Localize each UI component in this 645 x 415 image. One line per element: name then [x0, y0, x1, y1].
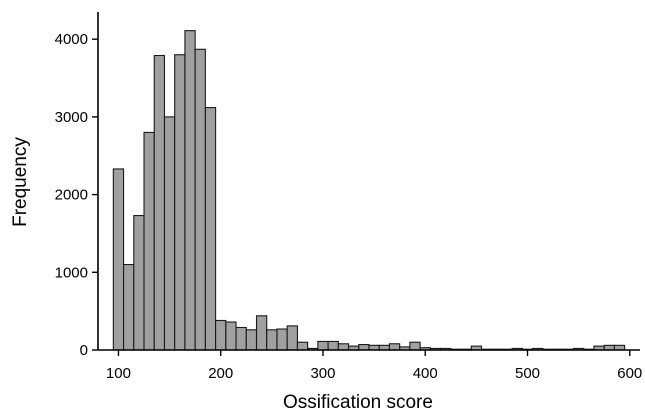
x-tick-label: 100 [106, 365, 131, 382]
histogram-bar [215, 319, 227, 351]
histogram-bar [296, 341, 309, 351]
histogram-bar [327, 340, 339, 351]
histogram-bar [133, 215, 145, 351]
histogram-bar [276, 328, 288, 351]
histogram-bar [235, 326, 247, 351]
y-tick-label: 0 [80, 342, 88, 359]
histogram-bar [225, 321, 237, 351]
histogram-bar [358, 344, 370, 351]
y-tick-label: 4000 [55, 31, 88, 48]
histogram-bar [194, 48, 206, 351]
y-tick-label: 3000 [55, 109, 88, 126]
histogram-bar [409, 341, 421, 351]
histogram-bar [184, 30, 196, 351]
histogram-bar [153, 54, 166, 351]
histogram-bar [163, 116, 176, 351]
histogram-bar [286, 325, 298, 351]
bars-layer [112, 30, 626, 351]
histogram-bar [112, 168, 125, 351]
histogram-bar [245, 329, 258, 351]
histogram-bar [317, 340, 329, 351]
histogram-bar [143, 131, 155, 351]
y-ticks: 0 1000 2000 3000 4000 [55, 31, 98, 359]
x-axis-title: Ossification score [283, 392, 433, 413]
x-tick-label: 500 [515, 365, 540, 382]
y-tick-label: 1000 [55, 264, 88, 281]
histogram-bar [266, 329, 278, 351]
histogram-bar [174, 54, 186, 351]
y-axis-title: Frequency [10, 137, 31, 227]
x-ticks: 100 200 300 400 500 600 [106, 350, 642, 382]
histogram-bar [204, 107, 217, 351]
histogram-bar [388, 343, 401, 351]
x-tick-label: 400 [413, 365, 438, 382]
y-tick-label: 2000 [55, 187, 88, 204]
histogram-bar [255, 315, 268, 351]
histogram-bar [123, 263, 135, 351]
histogram-bar [337, 343, 350, 351]
x-tick-label: 300 [310, 365, 335, 382]
x-tick-label: 200 [208, 365, 233, 382]
x-tick-label: 600 [617, 365, 642, 382]
